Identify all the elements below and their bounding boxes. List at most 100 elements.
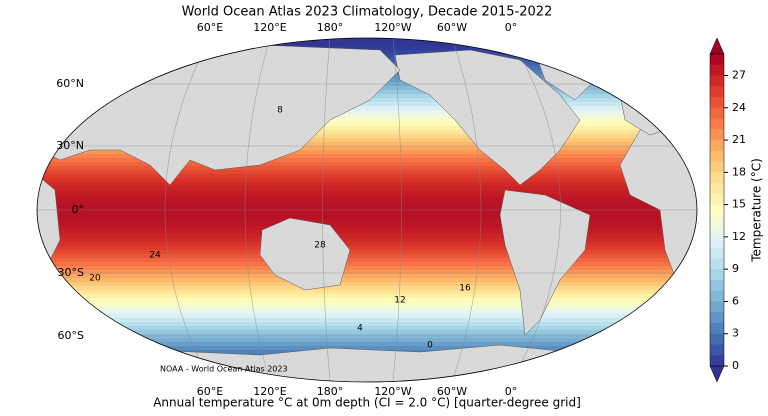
ocean-band	[37, 138, 697, 143]
ocean-band	[37, 330, 697, 335]
map-outline	[36, 37, 698, 383]
ocean-band	[37, 130, 697, 135]
ocean-band	[37, 154, 697, 159]
longitude-label: 120°W	[374, 385, 411, 398]
ocean-band	[37, 318, 697, 323]
ocean-band	[37, 266, 697, 271]
meridian	[164, 38, 211, 382]
longitude-label: 60°W	[437, 385, 467, 398]
ocean-band	[37, 102, 697, 107]
colorbar-swatch	[710, 204, 724, 216]
ocean-band	[37, 226, 697, 231]
colorbar-tick-label: 9	[732, 262, 739, 275]
colorbar-label: Temperature (°C)	[750, 158, 764, 263]
colorbar-swatch	[710, 269, 724, 281]
colorbar-swatch	[710, 97, 724, 109]
credit: NOAA - World Ocean Atlas 2023	[160, 365, 288, 374]
ocean-band	[37, 166, 697, 171]
ocean-band	[37, 310, 697, 315]
colorbar-swatch	[710, 161, 724, 173]
ocean-band	[37, 178, 697, 183]
colorbar-tick-label: 12	[732, 230, 746, 243]
longitude-label: 120°E	[253, 385, 286, 398]
latitude-label: 30°N	[56, 139, 84, 152]
ocean-band	[37, 210, 697, 215]
colorbar-swatch	[710, 140, 724, 152]
colorbar-swatch	[710, 247, 724, 259]
longitude-label: 60°E	[197, 385, 223, 398]
ocean-band	[37, 298, 697, 303]
ocean-band	[37, 278, 697, 283]
colorbar-swatch	[710, 290, 724, 302]
meridian	[510, 38, 561, 382]
ocean-band	[37, 258, 697, 263]
colorbar-swatch	[710, 333, 724, 345]
ocean-band	[37, 142, 697, 147]
contour-label: 20	[89, 274, 101, 284]
meridian	[244, 38, 271, 382]
longitude-label: 60°W	[437, 21, 467, 34]
meridian	[392, 38, 402, 382]
colorbar-swatch	[710, 322, 724, 335]
ocean-band	[37, 198, 697, 203]
colorbar-swatch	[710, 129, 724, 141]
ocean-band	[37, 106, 697, 111]
colorbar-swatch	[710, 355, 724, 367]
ocean-band	[37, 114, 697, 119]
ocean-band	[37, 274, 697, 279]
ocean-band	[37, 230, 697, 235]
ocean-band	[37, 246, 697, 251]
longitude-label: 180°	[317, 385, 344, 398]
colorbar-swatch	[710, 301, 724, 313]
colorbar-swatch	[710, 172, 724, 184]
antarctica	[37, 344, 697, 382]
ocean-band	[37, 254, 697, 259]
colorbar-swatch	[710, 118, 724, 130]
longitude-label: 0°	[505, 385, 518, 398]
ocean-band	[37, 170, 697, 175]
ocean-band	[37, 158, 697, 163]
ocean-band	[37, 290, 697, 295]
colorbar-swatch	[710, 107, 724, 120]
ocean-band	[37, 314, 697, 319]
ocean-band	[37, 270, 697, 275]
ocean-band	[37, 118, 697, 123]
ocean-band	[37, 190, 697, 195]
colorbar-swatch	[710, 150, 724, 163]
ocean-band	[37, 46, 697, 51]
longitude-label: 120°E	[253, 21, 286, 34]
colorbar-tick-label: 18	[732, 165, 746, 178]
ocean-band	[37, 206, 697, 211]
africa-west	[619, 119, 697, 291]
colorbar-swatch	[710, 54, 724, 66]
contour-label: 12	[394, 296, 405, 306]
ocean-band	[37, 42, 697, 47]
colorbar-tick-label: 15	[732, 198, 746, 211]
meridian	[322, 38, 331, 382]
ocean-band	[37, 322, 697, 327]
colorbar-tick-label: 21	[732, 133, 746, 146]
longitude-label: 0°	[505, 21, 518, 34]
colorbar-swatch	[710, 193, 724, 206]
colorbar-swatch	[710, 344, 724, 356]
colorbar-extend-bottom	[709, 365, 725, 383]
colorbar-extend-top	[709, 37, 725, 55]
colorbar-swatch	[710, 258, 724, 270]
ocean-band	[37, 342, 697, 347]
ocean-band	[37, 234, 697, 239]
ocean-band	[37, 326, 697, 331]
ocean-band	[37, 194, 697, 199]
ocean-band	[37, 150, 697, 155]
map-title: World Ocean Atlas 2023 Climatology, Deca…	[182, 5, 553, 20]
longitude-label: 60°E	[197, 21, 223, 34]
contour-label: 0	[427, 341, 433, 351]
ocean-band	[37, 110, 697, 115]
colorbar-swatch	[710, 183, 724, 195]
colorbar-tick-label: 24	[732, 101, 746, 114]
colorbar-swatch	[710, 75, 724, 87]
ocean-band	[37, 122, 697, 127]
colorbar-frame	[709, 53, 725, 367]
ocean-band	[37, 222, 697, 227]
australia	[259, 217, 351, 291]
ocean-band	[37, 286, 697, 291]
